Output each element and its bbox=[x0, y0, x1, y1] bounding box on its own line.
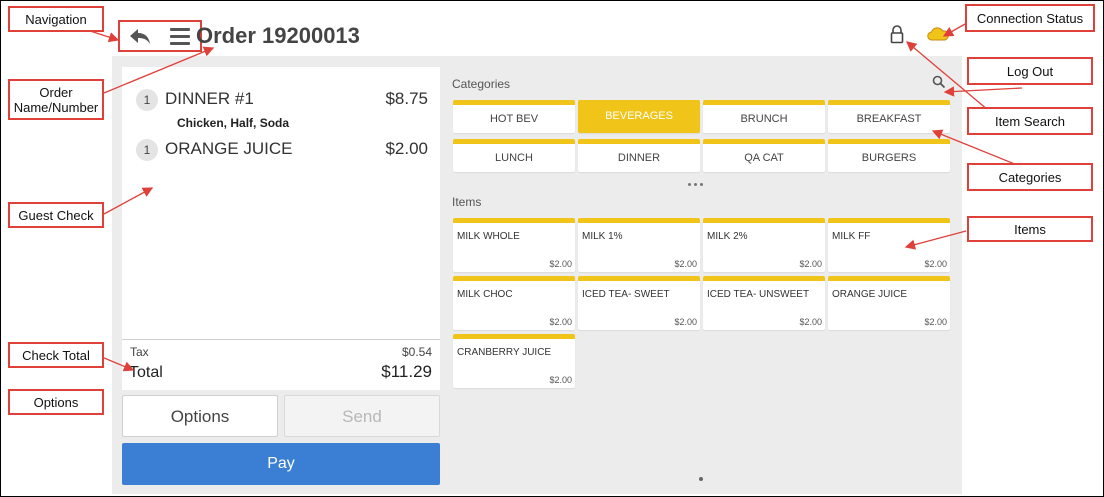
item-tile[interactable]: MILK 1% $2.00 bbox=[578, 218, 700, 272]
item-tile[interactable]: MILK WHOLE $2.00 bbox=[453, 218, 575, 272]
items-title: Items bbox=[452, 195, 482, 209]
item-price: $2.00 bbox=[385, 139, 428, 158]
item-tile[interactable]: CRANBERRY JUICE $2.00 bbox=[453, 334, 575, 388]
order-title: Order 19200013 bbox=[196, 23, 360, 48]
app-header: Order 19200013 bbox=[112, 14, 962, 54]
category-tile[interactable]: LUNCH bbox=[453, 139, 575, 172]
item-tile[interactable]: MILK 2% $2.00 bbox=[703, 218, 825, 272]
hamburger-menu-icon[interactable] bbox=[170, 28, 190, 46]
guest-check-panel: 1 DINNER #1 $8.75 Chicken, Half, Soda 1 … bbox=[122, 67, 440, 390]
tax-value: $0.54 bbox=[401, 345, 432, 359]
category-tile[interactable]: QA CAT bbox=[703, 139, 825, 172]
item-tile-name: CRANBERRY JUICE bbox=[457, 347, 552, 358]
search-icon[interactable] bbox=[932, 75, 946, 89]
item-modifiers: Chicken, Half, Soda bbox=[177, 116, 290, 130]
callout-order-name-line2: Name/Number bbox=[13, 99, 99, 115]
item-tile[interactable]: MILK FF $2.00 bbox=[828, 218, 950, 272]
callout-item-search: Item Search bbox=[967, 107, 1093, 135]
categories-title: Categories bbox=[452, 77, 511, 91]
item-tile-name: MILK 1% bbox=[582, 231, 623, 242]
item-tile-price: $2.00 bbox=[549, 317, 572, 327]
item-tile-name: MILK CHOC bbox=[457, 289, 513, 300]
callout-connection-status: Connection Status bbox=[965, 4, 1095, 32]
lock-icon[interactable] bbox=[890, 24, 904, 44]
item-tile-price: $2.00 bbox=[549, 375, 572, 385]
options-button[interactable]: Options bbox=[122, 395, 278, 437]
item-tile-price: $2.00 bbox=[674, 317, 697, 327]
item-name: ORANGE JUICE bbox=[165, 139, 293, 158]
item-tile-price: $2.00 bbox=[799, 317, 822, 327]
item-tile-price: $2.00 bbox=[924, 317, 947, 327]
callout-navigation: Navigation bbox=[8, 6, 104, 32]
item-tile-name: MILK WHOLE bbox=[457, 231, 520, 242]
total-value: $11.29 bbox=[381, 362, 432, 381]
tax-label: Tax bbox=[130, 345, 149, 359]
callout-order-name: Order Name/Number bbox=[8, 79, 104, 120]
category-tile[interactable]: BRUNCH bbox=[703, 100, 825, 133]
item-tile[interactable]: ORANGE JUICE $2.00 bbox=[828, 276, 950, 330]
items-pager-dot[interactable] bbox=[699, 477, 703, 481]
item-tile-name: MILK 2% bbox=[707, 231, 748, 242]
item-tile[interactable]: MILK CHOC $2.00 bbox=[453, 276, 575, 330]
callout-order-name-line1: Order bbox=[39, 84, 73, 100]
callout-check-total: Check Total bbox=[8, 342, 104, 368]
check-item[interactable]: 1 ORANGE JUICE $2.00 bbox=[122, 131, 440, 161]
callout-options: Options bbox=[8, 389, 104, 415]
check-totals: Tax $0.54 Total $11.29 bbox=[122, 339, 440, 391]
cloud-icon[interactable] bbox=[926, 26, 950, 42]
category-tile-active[interactable]: BEVERAGES bbox=[578, 100, 700, 133]
check-item[interactable]: 1 DINNER #1 $8.75 Chicken, Half, Soda bbox=[122, 81, 440, 130]
item-tile-price: $2.00 bbox=[799, 259, 822, 269]
category-tile[interactable]: DINNER bbox=[578, 139, 700, 172]
item-tile-price: $2.00 bbox=[674, 259, 697, 269]
app-body: 1 DINNER #1 $8.75 Chicken, Half, Soda 1 … bbox=[112, 56, 962, 494]
item-tile[interactable]: ICED TEA- SWEET $2.00 bbox=[578, 276, 700, 330]
total-label: Total bbox=[129, 364, 163, 381]
item-tile-name: ICED TEA- SWEET bbox=[582, 289, 670, 300]
navigation-group bbox=[118, 20, 202, 52]
callout-guest-check: Guest Check bbox=[8, 202, 104, 228]
item-tile-name: ICED TEA- UNSWEET bbox=[707, 289, 810, 300]
pay-button[interactable]: Pay bbox=[122, 443, 440, 485]
item-tile-price: $2.00 bbox=[549, 259, 572, 269]
callout-log-out: Log Out bbox=[967, 57, 1093, 85]
category-tile[interactable]: BURGERS bbox=[828, 139, 950, 172]
item-tile-name: ORANGE JUICE bbox=[832, 289, 908, 300]
item-tile[interactable]: ICED TEA- UNSWEET $2.00 bbox=[703, 276, 825, 330]
item-tile-name: MILK FF bbox=[832, 231, 871, 242]
category-tile[interactable]: BREAKFAST bbox=[828, 100, 950, 133]
send-button[interactable]: Send bbox=[284, 395, 440, 437]
item-name: DINNER #1 bbox=[165, 89, 254, 108]
callout-items: Items bbox=[967, 216, 1093, 242]
item-tile-price: $2.00 bbox=[924, 259, 947, 269]
item-price: $8.75 bbox=[385, 89, 428, 108]
back-arrow-icon[interactable] bbox=[128, 26, 152, 46]
callout-categories: Categories bbox=[967, 163, 1093, 191]
quantity-badge: 1 bbox=[136, 139, 158, 161]
category-pager-dots[interactable] bbox=[688, 183, 708, 189]
quantity-badge: 1 bbox=[136, 89, 158, 111]
category-tile[interactable]: HOT BEV bbox=[453, 100, 575, 133]
